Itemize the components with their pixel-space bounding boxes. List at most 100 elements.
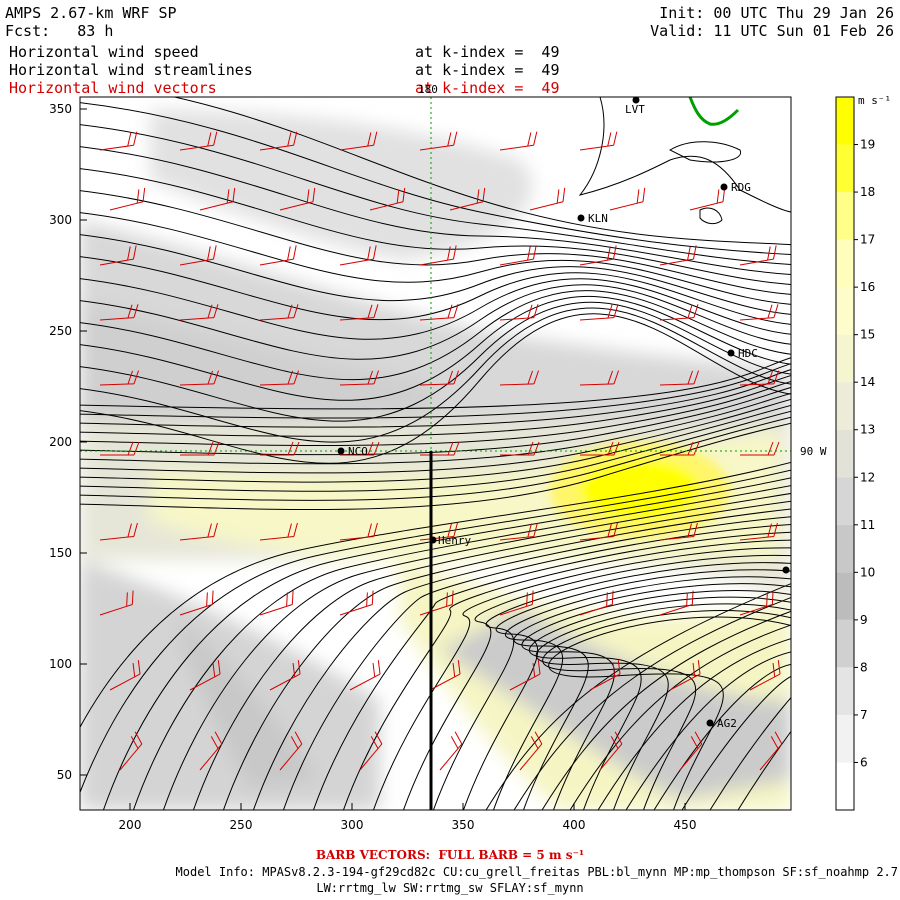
colorbar-label: 12 <box>860 470 875 484</box>
wind-barb <box>579 304 619 321</box>
wind-barb <box>579 370 619 386</box>
wind-barb <box>259 304 299 321</box>
x-tick-label: 200 <box>119 818 142 832</box>
streamline <box>80 256 791 325</box>
wind-barb <box>269 660 301 691</box>
wind-barb <box>339 131 378 151</box>
wind-barb <box>739 245 777 266</box>
streamline <box>373 547 791 810</box>
streamline <box>80 404 791 483</box>
streamline <box>80 284 791 360</box>
map-panel: LVT RDG KLN HDC NCO Henry AG2 <box>80 97 791 810</box>
colorbar-label: 14 <box>860 375 875 389</box>
streamline <box>283 524 791 810</box>
wind-barb <box>179 245 217 266</box>
streamline <box>80 168 791 285</box>
station-label-kln: KLN <box>588 212 608 225</box>
colorbar-frame <box>835 96 855 811</box>
streamline <box>80 146 791 275</box>
streamline <box>513 597 791 810</box>
wind-barb <box>189 660 221 691</box>
wind-barb <box>439 731 463 771</box>
streamline <box>80 369 791 428</box>
wind-barb <box>499 590 534 616</box>
wind-barb <box>349 660 381 691</box>
meridian-label: 180 <box>418 83 438 96</box>
streamline <box>625 651 791 810</box>
station-label-henry: Henry <box>438 534 471 547</box>
colorbar-segment <box>836 524 854 573</box>
streamline <box>541 610 791 810</box>
colorbar-label: 19 <box>860 138 875 152</box>
wind-barb <box>739 522 778 541</box>
map-frame <box>79 96 792 811</box>
streamline <box>80 469 791 794</box>
colorbar-units: m s⁻¹ <box>858 94 891 107</box>
wind-barb <box>519 731 543 771</box>
wind-barb <box>660 441 700 456</box>
field-name-streamlines: Horizontal wind streamlines <box>9 61 253 79</box>
streamline <box>132 485 791 810</box>
wind-barb <box>499 245 537 266</box>
station-label-rdg: RDG <box>731 181 751 194</box>
streamline <box>681 675 791 810</box>
colorbar-label: 10 <box>860 565 875 579</box>
wind-barb <box>739 590 774 616</box>
streamline <box>535 603 791 810</box>
streamline <box>80 234 791 315</box>
streamline <box>403 554 791 810</box>
wind-barb <box>419 522 458 541</box>
wind-barb <box>259 590 294 616</box>
wind-barb <box>529 187 566 211</box>
streamline <box>80 363 791 419</box>
colorbar-segment <box>836 572 854 620</box>
colorbar: 19 18 17 16 15 14 13 12 11 10 9 8 7 6 <box>835 96 875 811</box>
forecast-hour: Fcst: 83 h <box>5 22 114 40</box>
streamline <box>80 410 791 492</box>
wind-barb <box>279 187 316 211</box>
streamline <box>80 124 791 265</box>
station-nco: NCO <box>337 445 368 458</box>
wind-barb <box>179 304 219 321</box>
wind-barb <box>659 522 698 541</box>
wind-barb <box>259 245 297 266</box>
wind-barb <box>499 131 538 151</box>
streamline <box>80 386 791 456</box>
wind-barb <box>659 590 694 616</box>
wind-barb <box>99 590 134 616</box>
streamline <box>653 664 791 810</box>
model-info-2: LW:rrtmg_lw SW:rrtmg_sw SFLAY:sf_mynn <box>316 881 584 895</box>
x-axis: 200 250 300 350 400 450 <box>119 803 696 832</box>
streamline <box>80 290 791 381</box>
y-axis: 50 100 150 200 250 300 350 <box>49 102 87 782</box>
y-tick-label: 200 <box>49 435 72 449</box>
station-label-ag2: AG2 <box>717 717 737 730</box>
wind-barb <box>339 590 374 616</box>
wind-barb <box>739 370 779 386</box>
streamline <box>80 190 791 295</box>
wind-barb <box>279 731 303 771</box>
wind-barb <box>509 660 541 691</box>
streamline <box>493 576 791 810</box>
wind-barb <box>759 731 783 771</box>
colorbar-label: 16 <box>860 280 875 294</box>
streamline <box>80 212 791 305</box>
wind-barb <box>580 441 620 456</box>
wind-barb <box>419 304 459 321</box>
x-tick-label: 300 <box>341 818 364 832</box>
streamline <box>162 492 791 810</box>
station-label-lvt: LVT <box>625 103 645 116</box>
model-info: Model Info: MPASv8.2.3-194-gf29cd82c CU:… <box>175 865 898 879</box>
wind-barb <box>339 304 379 321</box>
streamline <box>80 307 791 443</box>
colorbar-segment <box>836 429 854 478</box>
field-level-streamlines: at k-index = 49 <box>415 61 560 79</box>
colorbar-label: 8 <box>860 660 868 674</box>
wind-barb <box>500 441 540 456</box>
streamline <box>80 461 791 729</box>
streamline <box>80 398 791 474</box>
wind-barb <box>419 370 459 386</box>
coastline <box>578 97 791 225</box>
